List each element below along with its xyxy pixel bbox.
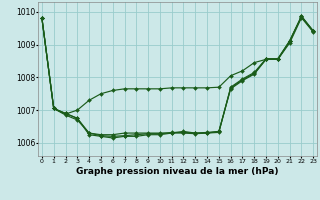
X-axis label: Graphe pression niveau de la mer (hPa): Graphe pression niveau de la mer (hPa)	[76, 167, 279, 176]
